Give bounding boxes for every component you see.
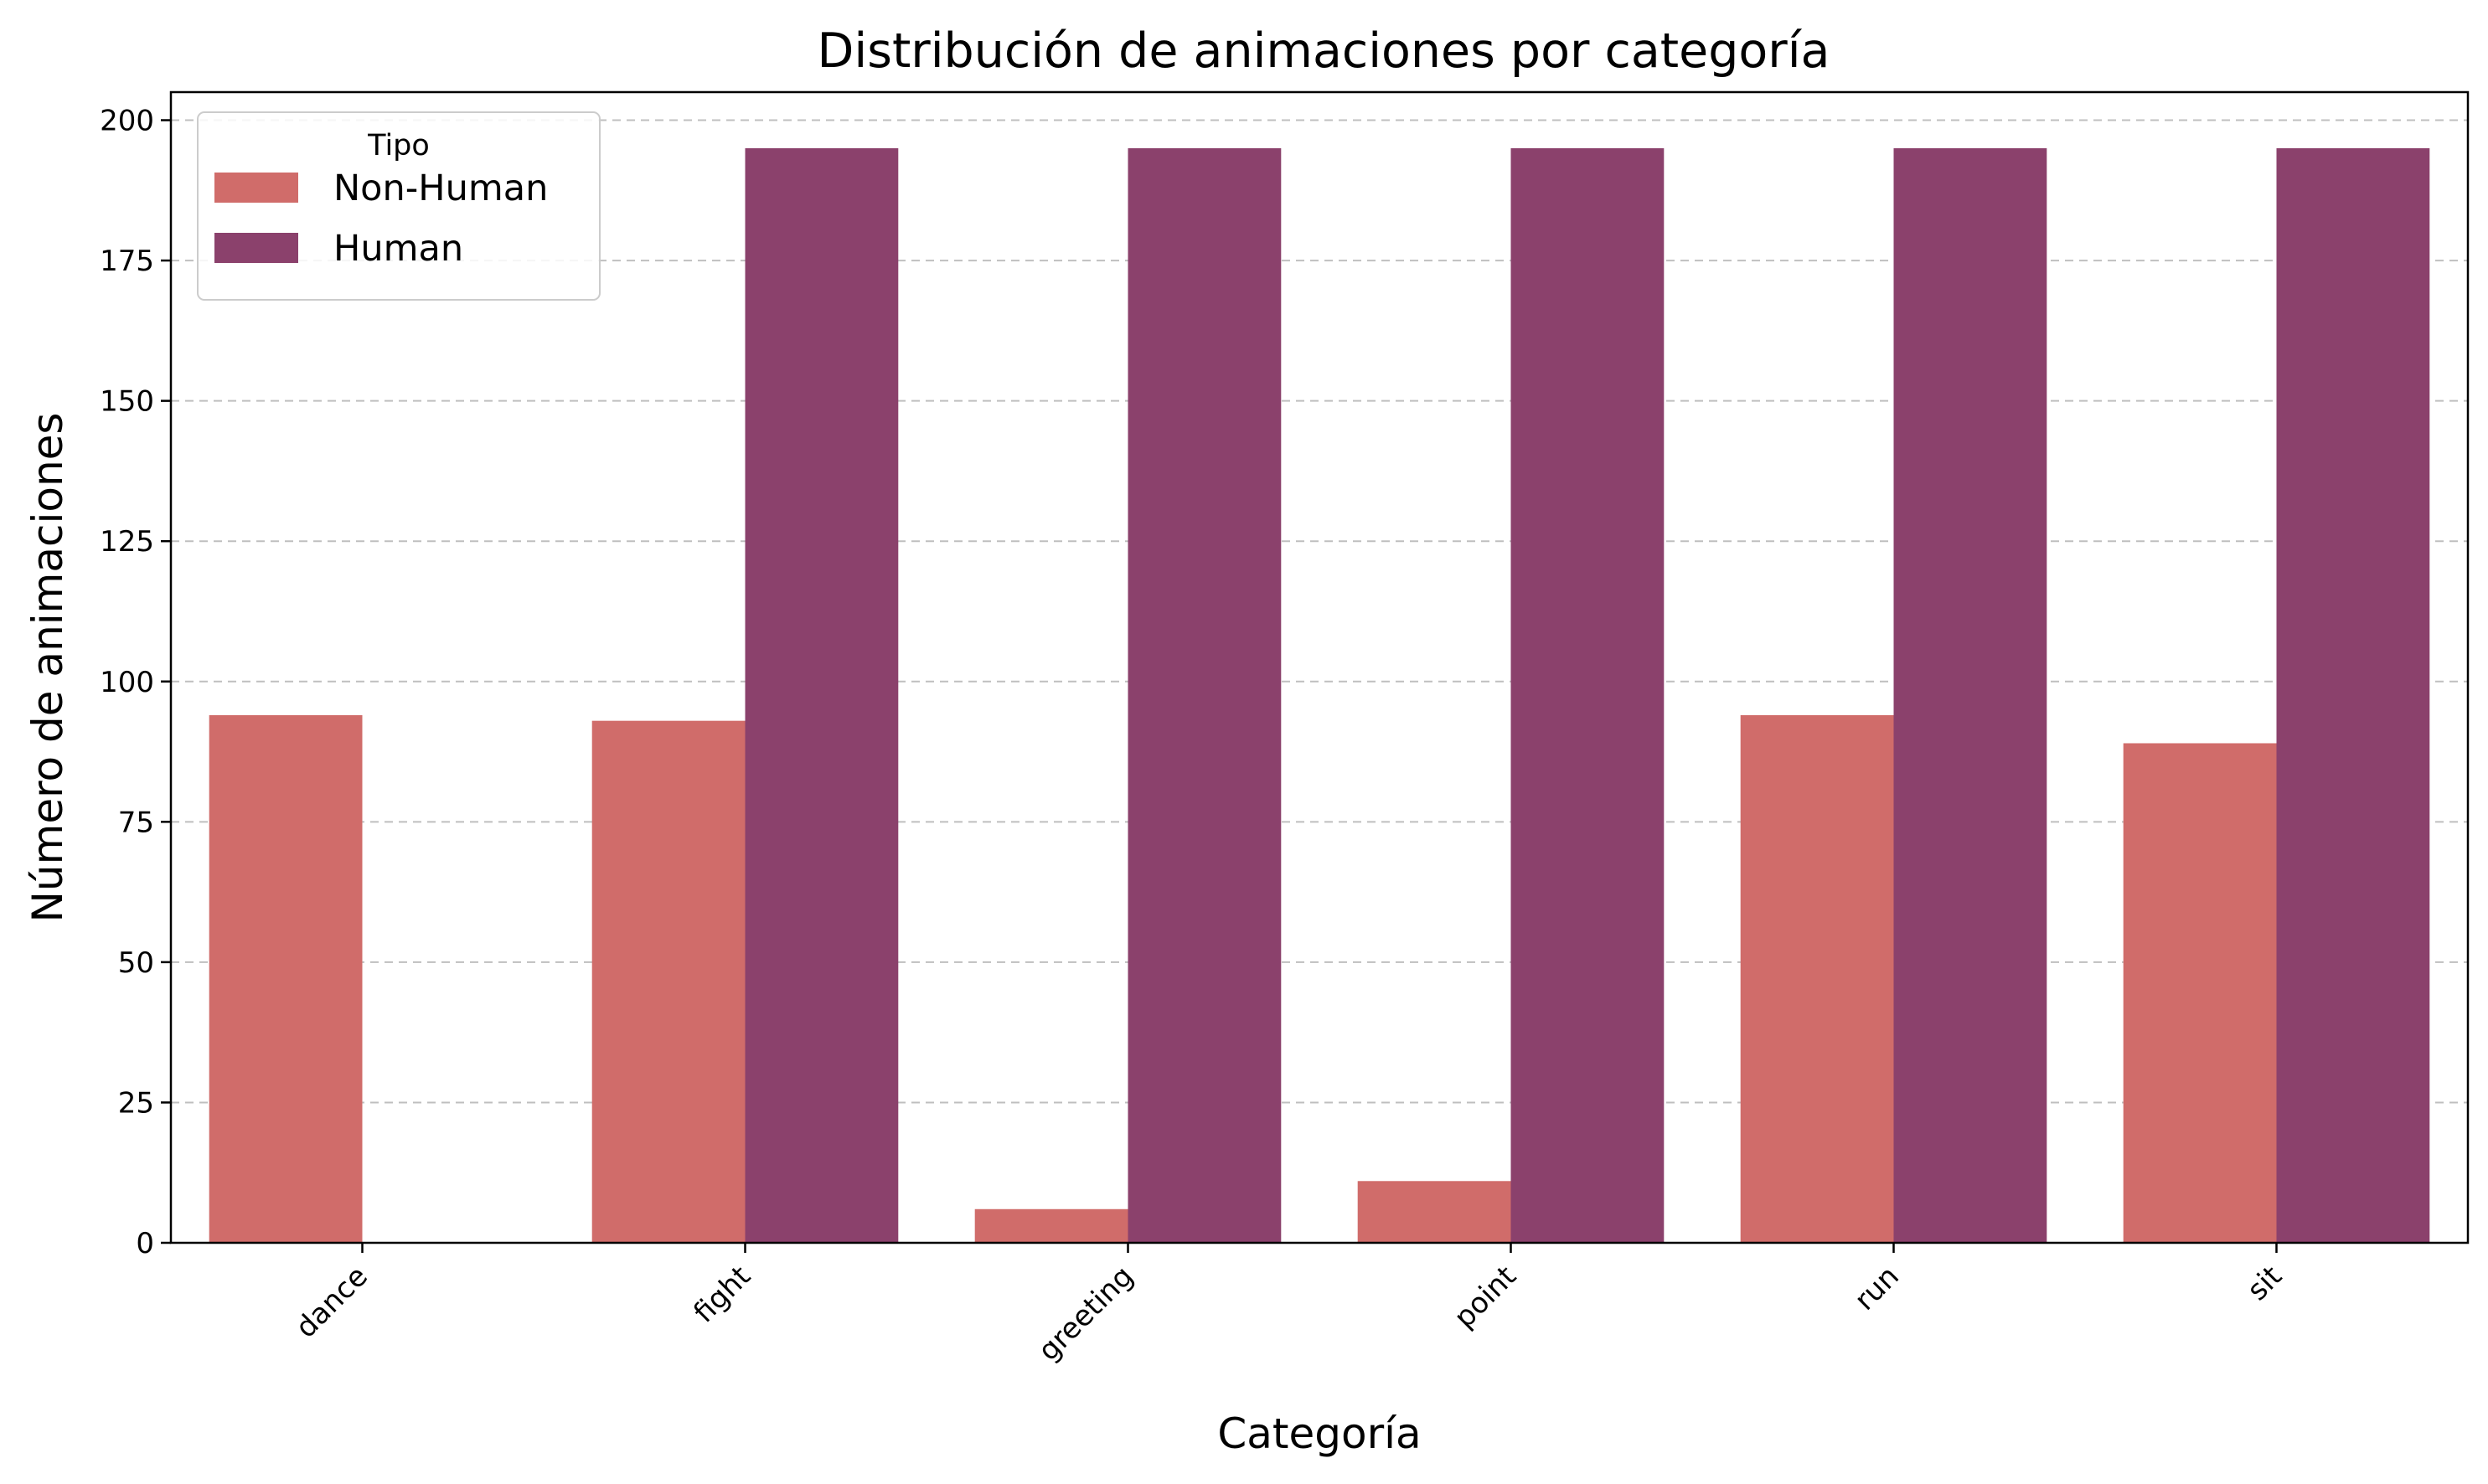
y-tick-label: 125 (100, 525, 154, 559)
y-tick-label: 200 (100, 105, 154, 138)
legend-label: Human (333, 228, 463, 270)
y-tick-label: 150 (100, 385, 154, 419)
y-tick-label: 175 (100, 245, 154, 278)
bar-non-human-fight (591, 720, 746, 1243)
y-tick-label: 25 (118, 1086, 154, 1120)
bar-non-human-sit (2123, 743, 2277, 1243)
bar-non-human-greeting (974, 1208, 1128, 1243)
y-axis: 0 25 50 75 100 125 150 175 200 (100, 105, 171, 1260)
legend: Tipo Non-Human Human (197, 111, 601, 301)
bar-human-greeting (1128, 148, 1282, 1243)
bar-human-point (1510, 148, 1665, 1243)
bar-human-run (1893, 148, 2047, 1243)
bars (209, 148, 2430, 1243)
y-tick-label: 50 (118, 946, 154, 980)
bar-human-fight (745, 148, 899, 1243)
legend-swatch (214, 233, 298, 263)
y-axis-label: Número de animaciones (23, 413, 72, 923)
legend-swatch (214, 173, 298, 203)
y-tick-label: 75 (118, 806, 154, 839)
y-tick-label: 0 (136, 1227, 154, 1260)
legend-items: Non-Human Human (214, 167, 548, 270)
bar-non-human-run (1740, 714, 1894, 1243)
bar-non-human-dance (209, 714, 363, 1243)
bar-non-human-point (1357, 1181, 1511, 1243)
legend-title: Tipo (367, 129, 430, 162)
bar-human-sit (2276, 148, 2430, 1243)
chart-title: Distribución de animaciones por categorí… (818, 23, 1830, 79)
x-axis-label: Categoría (1217, 1409, 1421, 1458)
y-tick-label: 100 (100, 666, 154, 699)
plot-frame (169, 90, 2470, 1244)
legend-label: Non-Human (333, 167, 548, 209)
